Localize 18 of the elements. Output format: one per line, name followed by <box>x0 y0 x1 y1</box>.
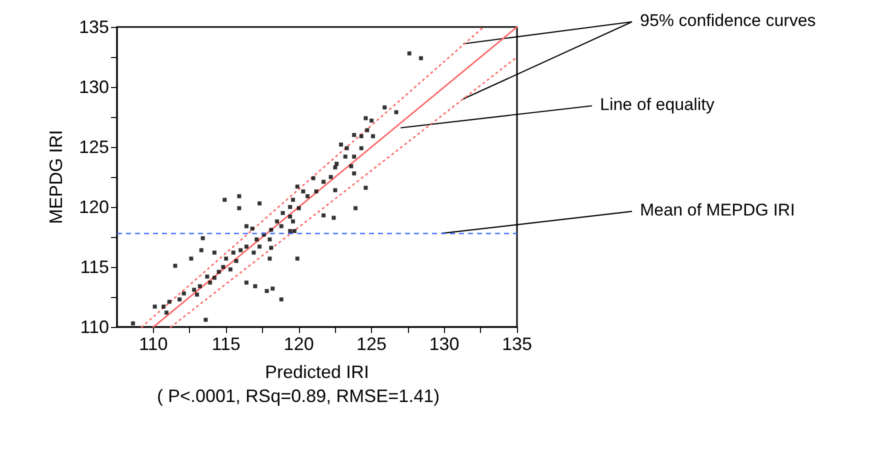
text: ( P<.0001, RSq=0.89, RMSE=1.41) <box>157 386 440 406</box>
y-tick-label: 130 <box>78 77 109 97</box>
annotation: Line of equality <box>600 94 715 114</box>
x-axis-title: Predicted IRI <box>264 362 370 382</box>
annotation: 95% confidence curves <box>640 10 816 30</box>
y-tick-label: 135 <box>78 17 109 37</box>
y-tick-label: 115 <box>80 257 109 277</box>
y-tick-label: 110 <box>80 317 109 337</box>
annotation: Mean of MEPDG IRI <box>640 200 795 220</box>
x-tick-label: 125 <box>356 334 387 354</box>
x-tick-label: 115 <box>212 334 240 354</box>
x-tick-label: 135 <box>502 334 532 354</box>
x-tick-label: 130 <box>429 334 460 354</box>
x-tick-label: 120 <box>284 334 314 354</box>
y-tick-label: 125 <box>78 137 109 157</box>
x-tick-label: 110 <box>139 334 168 354</box>
y-axis-title: MEPDG IRI <box>46 130 66 224</box>
y-tick-label: 120 <box>78 197 109 217</box>
